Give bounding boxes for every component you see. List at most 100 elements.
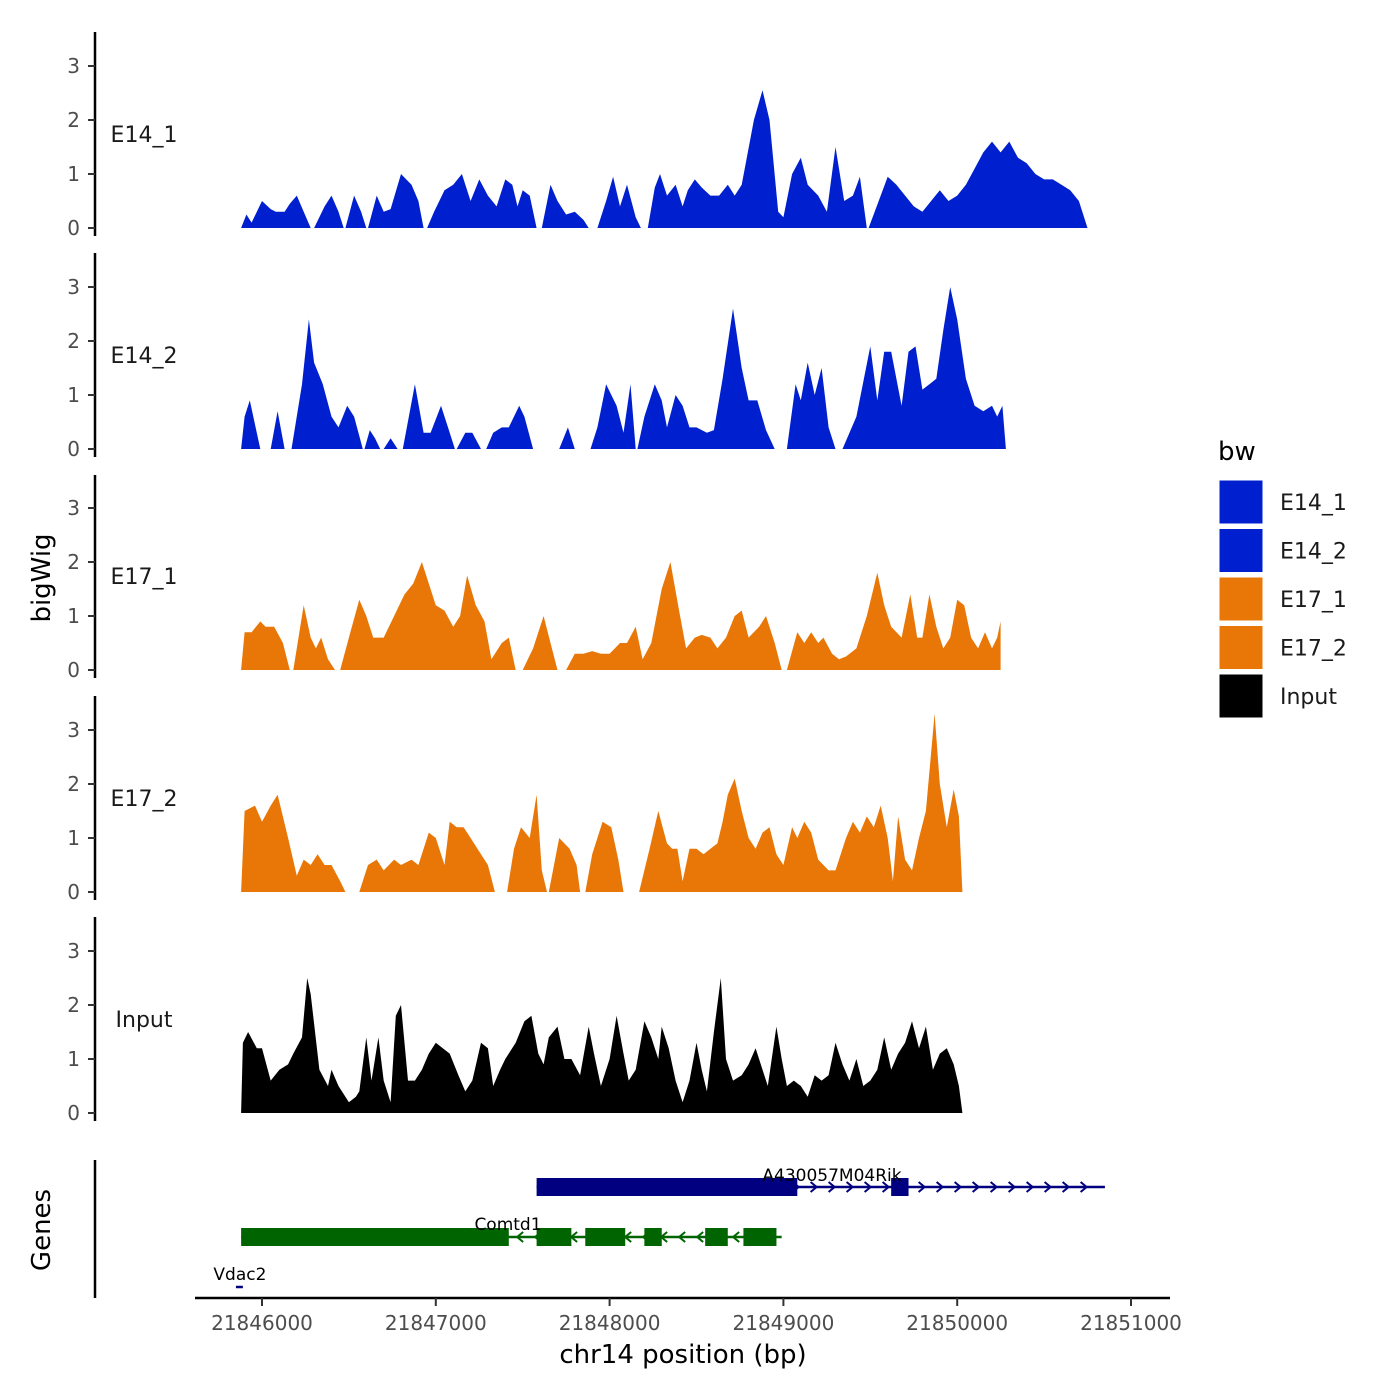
coverage-area [486,405,534,449]
y-tick-label: 2 [67,772,80,796]
y-tick-label: 0 [67,1101,80,1125]
gene-label: Vdac2 [213,1265,266,1285]
strand-arrow [1025,1181,1035,1193]
legend-label: Input [1280,685,1337,710]
y-tick-label: 2 [67,108,80,132]
y-tick-label: 3 [67,275,80,299]
coverage-area [368,174,424,228]
coverage-area [842,287,1006,449]
y-tick-label: 2 [67,329,80,353]
coverage-area [364,430,381,449]
gene-exon [536,1228,572,1246]
coverage-area [639,713,963,892]
y-tick-label: 1 [67,162,80,186]
x-tick-label: 21851000 [1080,1311,1182,1335]
strand-arrow [971,1181,981,1193]
coverage-area [241,978,963,1113]
coverage-area [241,621,290,670]
x-tick-label: 21847000 [385,1311,487,1335]
y-tick-label: 2 [67,550,80,574]
x-tick-label: 21846000 [211,1311,313,1335]
coverage-area [597,176,641,228]
legend-item-e17-2: E17_2 [1218,625,1347,670]
strand-arrow [917,1181,927,1193]
y-axis-title: bigWig [27,533,57,622]
y-tick-label: 3 [67,718,80,742]
coverage-area [270,411,285,449]
track-e17-2: 0 1 2 3 E17_2 [67,696,963,904]
genes-track: A430057M04Rik Comtd1 Vdac2 [93,1160,1105,1298]
coverage-area [548,838,581,892]
legend-item-e14-2: E14_2 [1218,528,1347,573]
strand-arrow [731,1231,740,1243]
coverage-area [590,384,636,449]
strand-arrow [695,1231,704,1243]
strand-arrow [1061,1181,1071,1193]
gene-exon [891,1178,909,1196]
legend-swatch [1218,673,1264,719]
gene-exon [536,1178,798,1196]
legend-item-e17-1: E17_1 [1218,576,1347,622]
track-label: E14_1 [111,123,178,148]
gene-label: Comtd1 [474,1215,541,1235]
coverage-area [566,562,782,670]
coverage-area [402,384,455,449]
coverage-area [427,174,537,228]
coverage-area [522,616,558,670]
x-axis-title: chr14 position (bp) [559,1340,806,1370]
x-tick-label: 21849000 [733,1311,835,1335]
legend-swatch [1218,625,1264,670]
strand-arrow [989,1181,999,1193]
genes-axis-title: Genes [27,1189,57,1271]
strand-arrow [515,1231,524,1243]
coverage-tracks: 0 1 2 3 E14_1 0 1 2 3 E14_2 0 1 2 3 E17_1 0 1 2 3 E17_2 0 1 2 3… [67,32,1088,1125]
strand-arrow [677,1231,686,1243]
coverage-area [507,794,547,892]
gene-vdac2: Vdac2 [213,1265,266,1289]
coverage-area [241,794,346,892]
y-tick-label: 0 [67,880,80,904]
track-label: E14_2 [111,344,178,369]
y-tick-label: 0 [67,216,80,240]
strand-arrow [827,1181,837,1193]
strand-arrow [1079,1181,1089,1193]
gene-exon [241,1228,509,1246]
coverage-area [345,195,367,228]
y-tick-label: 1 [67,1047,80,1071]
coverage-area [647,90,867,228]
coverage-area [241,195,311,228]
legend-label: E14_1 [1280,491,1347,516]
coverage-area [637,308,784,449]
y-tick-label: 1 [67,383,80,407]
track-input: 0 1 2 3 Input [67,917,963,1125]
coverage-area [314,195,344,228]
legend-item-e14-1: E14_1 [1218,479,1347,525]
legend-title: bw [1218,437,1256,467]
legend-swatch [1218,479,1264,525]
y-tick-label: 2 [67,993,80,1017]
legend-label: E17_1 [1280,588,1347,613]
y-tick-label: 0 [67,658,80,682]
track-e17-1: 0 1 2 3 E17_1 [67,475,1001,682]
coverage-area [585,821,624,892]
y-tick-label: 3 [67,496,80,520]
strand-arrow [953,1181,963,1193]
legend-label: E14_2 [1280,540,1347,565]
gene-exon [585,1228,626,1246]
gene-comtd1: Comtd1 [241,1215,782,1246]
strand-arrow [809,1181,819,1193]
coverage-area [383,438,398,449]
legend-swatch [1218,528,1264,573]
coverage-area [340,562,516,670]
y-tick-label: 0 [67,437,80,461]
legend-label: E17_2 [1280,637,1347,662]
gene-exon [644,1228,662,1246]
legend-item-input: Input [1218,673,1337,719]
y-tick-label: 3 [67,54,80,78]
strand-arrow [1043,1181,1053,1193]
y-tick-label: 1 [67,604,80,628]
x-tick-label: 21850000 [906,1311,1008,1335]
strand-arrow [863,1181,873,1193]
coverage-area [291,319,363,449]
